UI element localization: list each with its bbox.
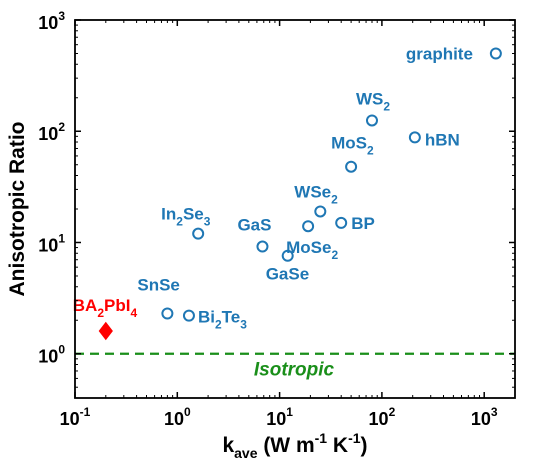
point-label-bi2te3: Bi2Te3 xyxy=(198,308,247,332)
x-tick-label: 10-1 xyxy=(60,405,91,429)
point-marker-mose2 xyxy=(302,220,315,233)
point-label-bp: BP xyxy=(351,214,375,233)
point-marker-bi2te3 xyxy=(182,309,195,322)
plot-area xyxy=(75,20,515,398)
point-label-mose2: MoSe2 xyxy=(286,238,338,262)
point-marker-ws2 xyxy=(365,114,378,127)
point-marker-hbn xyxy=(408,131,421,144)
point-marker-mos2 xyxy=(345,160,358,173)
plot-frame xyxy=(74,19,516,399)
point-marker-ba2pbi4 xyxy=(98,321,113,341)
point-label-ws2: WS2 xyxy=(356,89,390,113)
point-marker-gase xyxy=(281,249,294,262)
x-tick-label: 103 xyxy=(471,405,498,429)
data-points xyxy=(98,47,502,341)
point-label-graphite: graphite xyxy=(406,44,473,63)
y-tick-label: 100 xyxy=(38,343,65,367)
axis-ticks: 10-1 100 101 102 103 100 101 102 103 xyxy=(38,9,516,429)
point-label-ba2pbi4: BA2PbI4 xyxy=(73,296,138,320)
axis-titles: kave (W m-1 K-1) Anisotropic Ratio xyxy=(6,121,368,461)
point-labels: graphite WS2 hBN MoS2 WSe2 BP MoSe2 GaS GaSe In2S… xyxy=(73,44,473,331)
x-tick-label: 102 xyxy=(369,405,396,429)
x-axis-title: kave (W m-1 K-1) xyxy=(222,430,367,461)
y-tick-label: 102 xyxy=(38,120,65,144)
point-marker-wse2 xyxy=(314,205,327,218)
x-tick-label: 101 xyxy=(266,405,293,429)
y-tick-label: 101 xyxy=(38,231,65,255)
point-label-gas: GaS xyxy=(237,216,271,235)
point-label-snse: SnSe xyxy=(137,275,180,294)
point-marker-bp xyxy=(335,216,348,229)
point-label-mos2: MoS2 xyxy=(331,134,374,158)
point-label-gase: GaSe xyxy=(266,265,309,284)
isotropic-reference: Isotropic xyxy=(75,352,515,381)
x-tick-label: 100 xyxy=(164,405,191,429)
isotropic-label: Isotropic xyxy=(254,360,335,381)
point-label-hbn: hBN xyxy=(425,130,460,149)
point-label-in2se3: In2Se3 xyxy=(161,205,211,229)
y-axis-title: Anisotropic Ratio xyxy=(6,121,29,296)
point-marker-gas xyxy=(256,240,269,253)
point-label-wse2: WSe2 xyxy=(294,182,338,206)
y-tick-label: 103 xyxy=(38,9,65,33)
point-marker-snse xyxy=(161,307,174,320)
point-marker-in2se3 xyxy=(192,227,205,240)
point-marker-graphite xyxy=(489,47,502,60)
